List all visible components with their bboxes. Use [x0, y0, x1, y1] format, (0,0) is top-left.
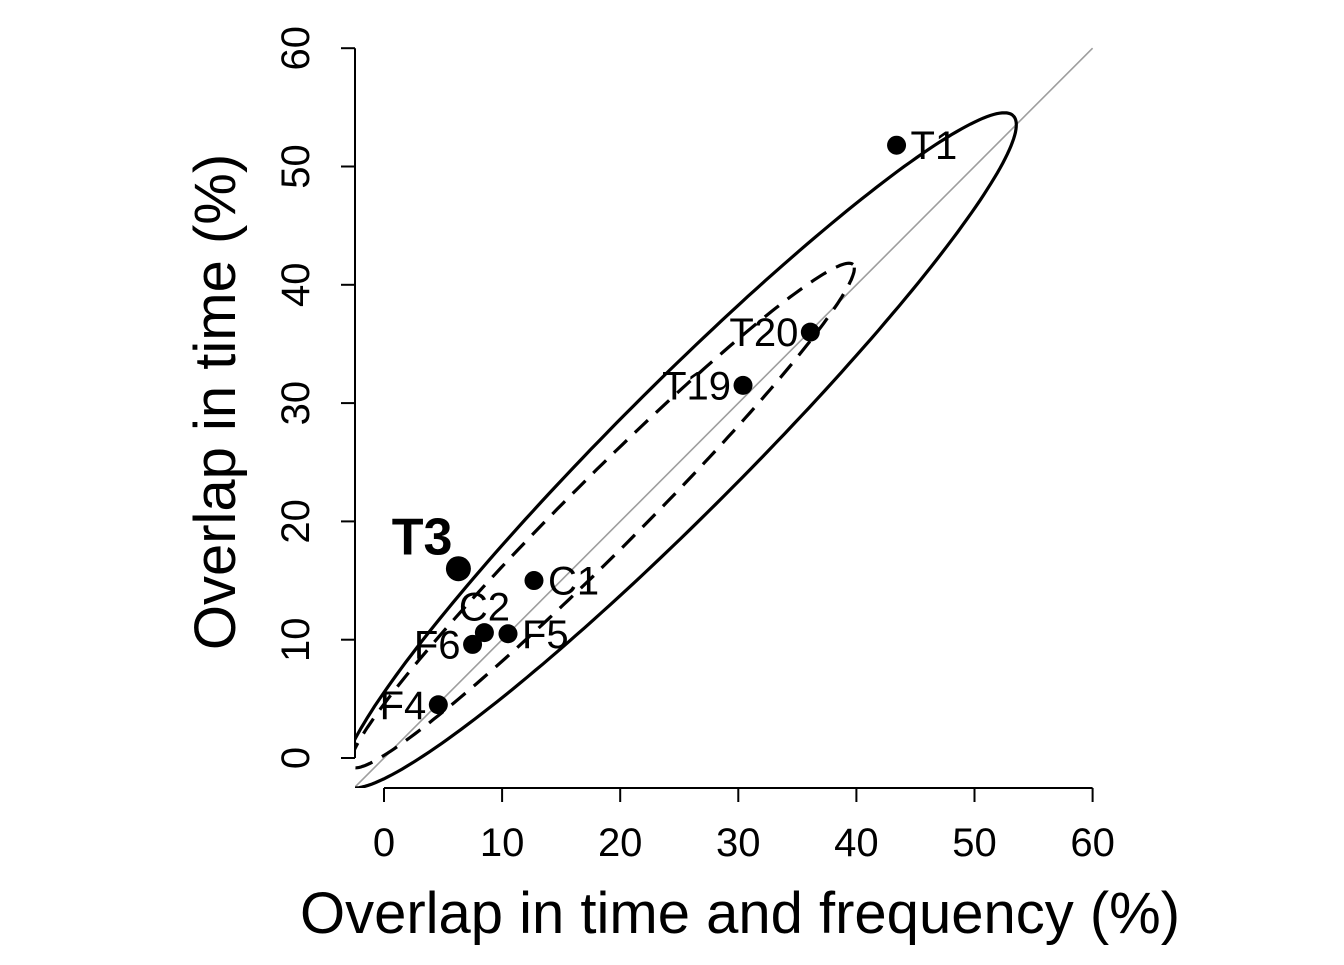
- point-c1: [524, 571, 544, 591]
- point-label-f5: F5: [522, 613, 569, 657]
- y-tick-label: 20: [274, 499, 318, 544]
- point-c2: [474, 623, 494, 643]
- point-f4: [428, 695, 448, 715]
- point-f6: [463, 634, 483, 654]
- point-f5: [498, 624, 518, 644]
- x-tick-label: 0: [373, 821, 395, 865]
- reference-line-layer: [355, 47, 1094, 788]
- point-label-c2: C2: [459, 586, 510, 630]
- x-tick-label: 50: [952, 821, 997, 865]
- point-t1: [887, 135, 907, 155]
- inner-ellipse-dashed: [355, 261, 856, 770]
- y-tick-label: 50: [274, 144, 318, 189]
- y-tick-label: 40: [274, 263, 318, 308]
- x-tick-label: 60: [1070, 821, 1115, 865]
- x-tick-label: 40: [834, 821, 879, 865]
- y-tick-label: 0: [274, 747, 318, 769]
- point-label-c1: C1: [548, 560, 599, 604]
- outer-ellipse-solid: [355, 111, 1018, 788]
- point-label-f6: F6: [414, 623, 461, 667]
- x-tick-label: 30: [716, 821, 761, 865]
- point-t3: [445, 556, 471, 582]
- point-label-t20: T20: [729, 311, 798, 355]
- point-label-t1: T1: [911, 124, 958, 168]
- ellipse-layer: [355, 111, 1018, 788]
- x-tick-label: 20: [598, 821, 643, 865]
- points-layer: T1 T20 T19 T3 C1 C2 F5 F6 F4: [380, 124, 958, 728]
- point-label-t19: T19: [662, 364, 731, 408]
- point-t19: [733, 375, 753, 395]
- reference-line: [355, 47, 1094, 788]
- y-tick-label: 60: [274, 26, 318, 70]
- x-tick-label: 10: [480, 821, 525, 865]
- y-tick-label: 10: [274, 617, 318, 662]
- point-label-t3: T3: [392, 509, 453, 567]
- y-axis-title: Overlap in time (%): [183, 154, 248, 650]
- y-tick-label: 30: [274, 381, 318, 426]
- point-label-f4: F4: [380, 684, 427, 728]
- axes-layer: 0 10 20 30 40 50 60 0 10 20 30 40 50 60: [274, 26, 1115, 865]
- point-t20: [800, 322, 820, 342]
- x-axis-title: Overlap in time and frequency (%): [300, 881, 1180, 946]
